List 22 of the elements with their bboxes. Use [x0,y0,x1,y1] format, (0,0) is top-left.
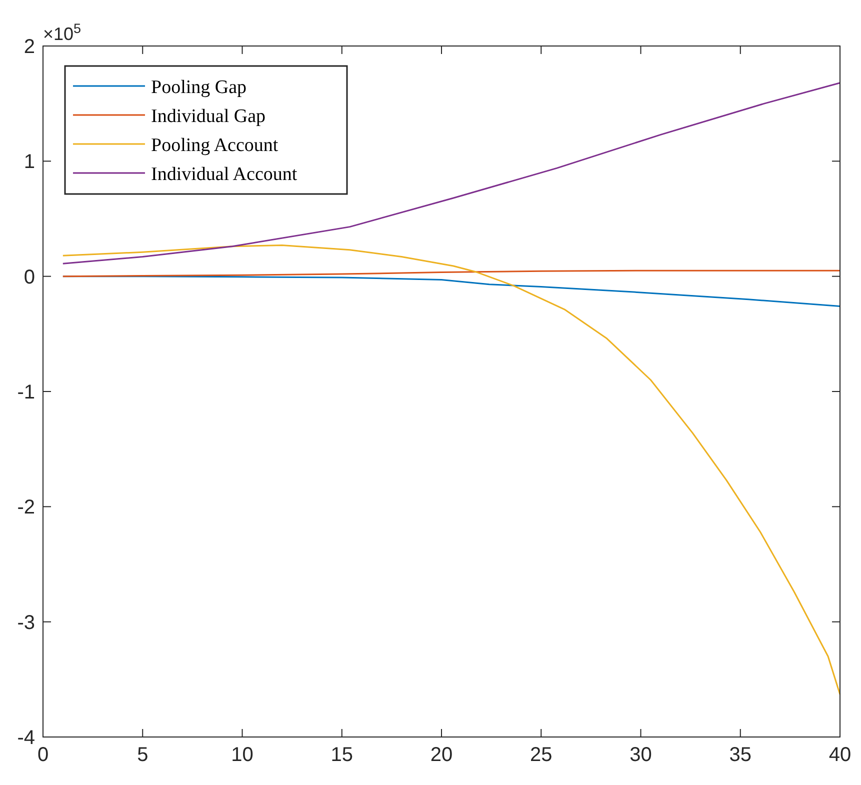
x-tick-label: 25 [530,744,552,766]
legend-label: Individual Account [151,164,298,185]
x-tick-label: 20 [430,744,453,766]
x-tick-label: 40 [828,744,852,766]
y-tick-label: 2 [24,36,35,58]
y-tick-label: 1 [24,151,35,174]
x-tick-label: 5 [137,744,148,766]
x-tick-label: 35 [729,744,752,766]
y-tick-label: -4 [17,727,35,749]
x-tick-label: 10 [231,744,254,766]
legend-label: Pooling Account [151,135,279,156]
x-tick-label: 30 [630,744,652,766]
y-tick-label: 0 [24,266,35,288]
text: ×10$^{5}$ [43,20,82,44]
y-tick-label: -3 [17,612,35,634]
y-tick-label: -2 [17,496,35,519]
x-tick-label: 0 [37,744,49,766]
x-tick-label: 15 [330,744,353,766]
line-series [62,244,841,696]
legend-label: Individual Gap [151,106,266,127]
y-tick-label: -1 [17,382,35,404]
legend-label: Pooling Gap [151,77,247,98]
